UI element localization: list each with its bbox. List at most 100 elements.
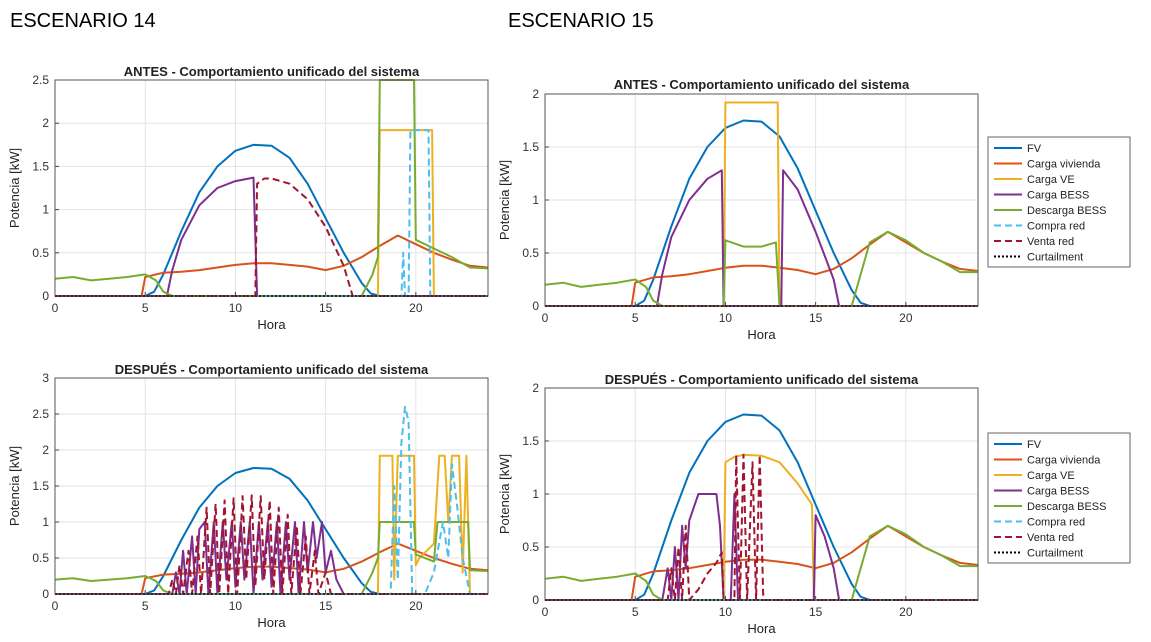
chart-title: DESPUÉS - Comportamiento unificado del s…: [115, 362, 429, 377]
y-tick-label: 1.5: [522, 434, 539, 448]
y-tick-label: 0: [532, 299, 539, 313]
x-tick-label: 20: [409, 599, 423, 613]
series-line-fv: [545, 119, 978, 307]
legend-label-curtailment: Curtailment: [1027, 252, 1083, 264]
x-tick-label: 15: [809, 605, 823, 619]
series-line-carga-vivienda: [55, 542, 488, 595]
y-tick-label: 0: [42, 587, 49, 601]
y-tick-label: 1: [532, 487, 539, 501]
x-tick-label: 5: [632, 311, 639, 325]
x-tick-label: 10: [719, 605, 733, 619]
plot-frame: [544, 93, 979, 307]
x-tick-label: 10: [719, 311, 733, 325]
chart-title: ANTES - Comportamiento unificado del sis…: [614, 77, 910, 92]
y-tick-label: 2.5: [32, 407, 49, 421]
y-tick-label: 1: [532, 193, 539, 207]
chart-title: DESPUÉS - Comportamiento unificado del s…: [605, 372, 919, 387]
series-line-fv: [55, 467, 488, 595]
legend-label-carga-bess: Carga BESS: [1027, 190, 1089, 202]
legend-label-carga-bess: Carga BESS: [1027, 486, 1089, 498]
legend-label-carga-ve: Carga VE: [1027, 470, 1075, 482]
legend: FV Carga vivienda Carga VE Carga BESS Descar…: [987, 432, 1131, 564]
chart-title: ANTES - Comportamiento unificado del sis…: [124, 64, 420, 79]
chart-s14-despues: 0 5 10 15 20 0 0.5 1 1.5 2 2.5 3 DESPUÉS - Comportam…: [7, 362, 489, 630]
legend-box: [987, 136, 1131, 268]
legend-label-carga-vivienda: Carga vivienda: [1027, 455, 1101, 467]
x-tick-label: 15: [809, 311, 823, 325]
legend-label-compra-red: Compra red: [1027, 517, 1085, 529]
y-tick-label: 0.5: [522, 246, 539, 260]
series-line-venta-red: [55, 177, 488, 297]
x-tick-label: 20: [899, 605, 913, 619]
legend-label-carga-vivienda: Carga vivienda: [1027, 159, 1101, 171]
series-line-compra-red: [55, 129, 488, 297]
x-tick-label: 15: [319, 599, 333, 613]
scenario-14-title: ESCENARIO 14: [10, 10, 156, 32]
plot-frame: [54, 377, 489, 595]
x-tick-label: 20: [409, 301, 423, 315]
y-tick-label: 0.5: [522, 540, 539, 554]
y-tick-label: 1.5: [32, 479, 49, 493]
x-tick-label: 15: [319, 301, 333, 315]
y-axis-label: Potencia [kW]: [7, 446, 22, 526]
x-tick-label: 5: [632, 605, 639, 619]
y-tick-label: 2: [532, 87, 539, 101]
y-tick-label: 0: [42, 289, 49, 303]
legend-label-fv: FV: [1027, 143, 1042, 155]
x-axis-label: Hora: [257, 317, 286, 332]
x-tick-label: 0: [542, 605, 549, 619]
y-tick-label: 2: [42, 443, 49, 457]
x-tick-label: 5: [142, 599, 149, 613]
legend-label-carga-ve: Carga VE: [1027, 174, 1075, 186]
series-line-descarga-bess: [545, 230, 978, 307]
x-axis-label: Hora: [747, 327, 776, 342]
y-tick-label: 1: [42, 515, 49, 529]
x-axis-label: Hora: [747, 621, 776, 636]
legend-label-curtailment: Curtailment: [1027, 548, 1083, 560]
scenario-15-title: ESCENARIO 15: [508, 10, 654, 32]
legend-label-descarga-bess: Descarga BESS: [1027, 501, 1106, 513]
legend-label-compra-red: Compra red: [1027, 221, 1085, 233]
y-tick-label: 3: [42, 371, 49, 385]
y-tick-label: 0: [532, 593, 539, 607]
legend-label-fv: FV: [1027, 439, 1042, 451]
series-line-compra-red: [55, 405, 488, 595]
y-tick-label: 1.5: [522, 140, 539, 154]
legend-label-descarga-bess: Descarga BESS: [1027, 205, 1106, 217]
series-line-descarga-bess: [55, 521, 488, 595]
x-tick-label: 5: [142, 301, 149, 315]
legend-label-venta-red: Venta red: [1027, 236, 1074, 248]
chart-s15-antes: 0 5 10 15 20 0 0.5 1 1.5 2 ANTES - Comportamiento …: [497, 77, 1131, 342]
y-axis-label: Potencia [kW]: [497, 160, 512, 240]
y-axis-label: Potencia [kW]: [7, 148, 22, 228]
y-tick-label: 0.5: [32, 551, 49, 565]
y-tick-label: 0.5: [32, 246, 49, 260]
x-tick-label: 10: [229, 301, 243, 315]
legend-label-venta-red: Venta red: [1027, 532, 1074, 544]
x-tick-label: 10: [229, 599, 243, 613]
legend: FV Carga vivienda Carga VE Carga BESS Descar…: [987, 136, 1131, 268]
series-line-venta-red: [55, 494, 488, 595]
legend-box: [987, 432, 1131, 564]
y-tick-label: 2.5: [32, 73, 49, 87]
x-axis-label: Hora: [257, 615, 286, 630]
x-tick-label: 20: [899, 311, 913, 325]
y-tick-label: 1.5: [32, 159, 49, 173]
chart-s15-despues: 0 5 10 15 20 0 0.5 1 1.5 2 DESPUÉS - Comportamient…: [497, 372, 1131, 636]
y-axis-label: Potencia [kW]: [497, 454, 512, 534]
y-tick-label: 2: [532, 381, 539, 395]
series-line-fv: [55, 143, 488, 297]
y-tick-label: 1: [42, 203, 49, 217]
series-line-fv: [545, 413, 978, 601]
chart-s14-antes: 0 5 10 15 20 0 0.5 1 1.5 2 2.5 ANTES - Comportamien…: [7, 64, 489, 332]
series-line-carga-bess: [545, 493, 978, 601]
plot-frame: [544, 387, 979, 601]
x-tick-label: 0: [52, 599, 59, 613]
x-tick-label: 0: [52, 301, 59, 315]
y-tick-label: 2: [42, 116, 49, 130]
series-line-carga-ve: [545, 453, 978, 601]
series-line-venta-red: [545, 453, 978, 601]
x-tick-label: 0: [542, 311, 549, 325]
plot-frame: [54, 79, 489, 297]
